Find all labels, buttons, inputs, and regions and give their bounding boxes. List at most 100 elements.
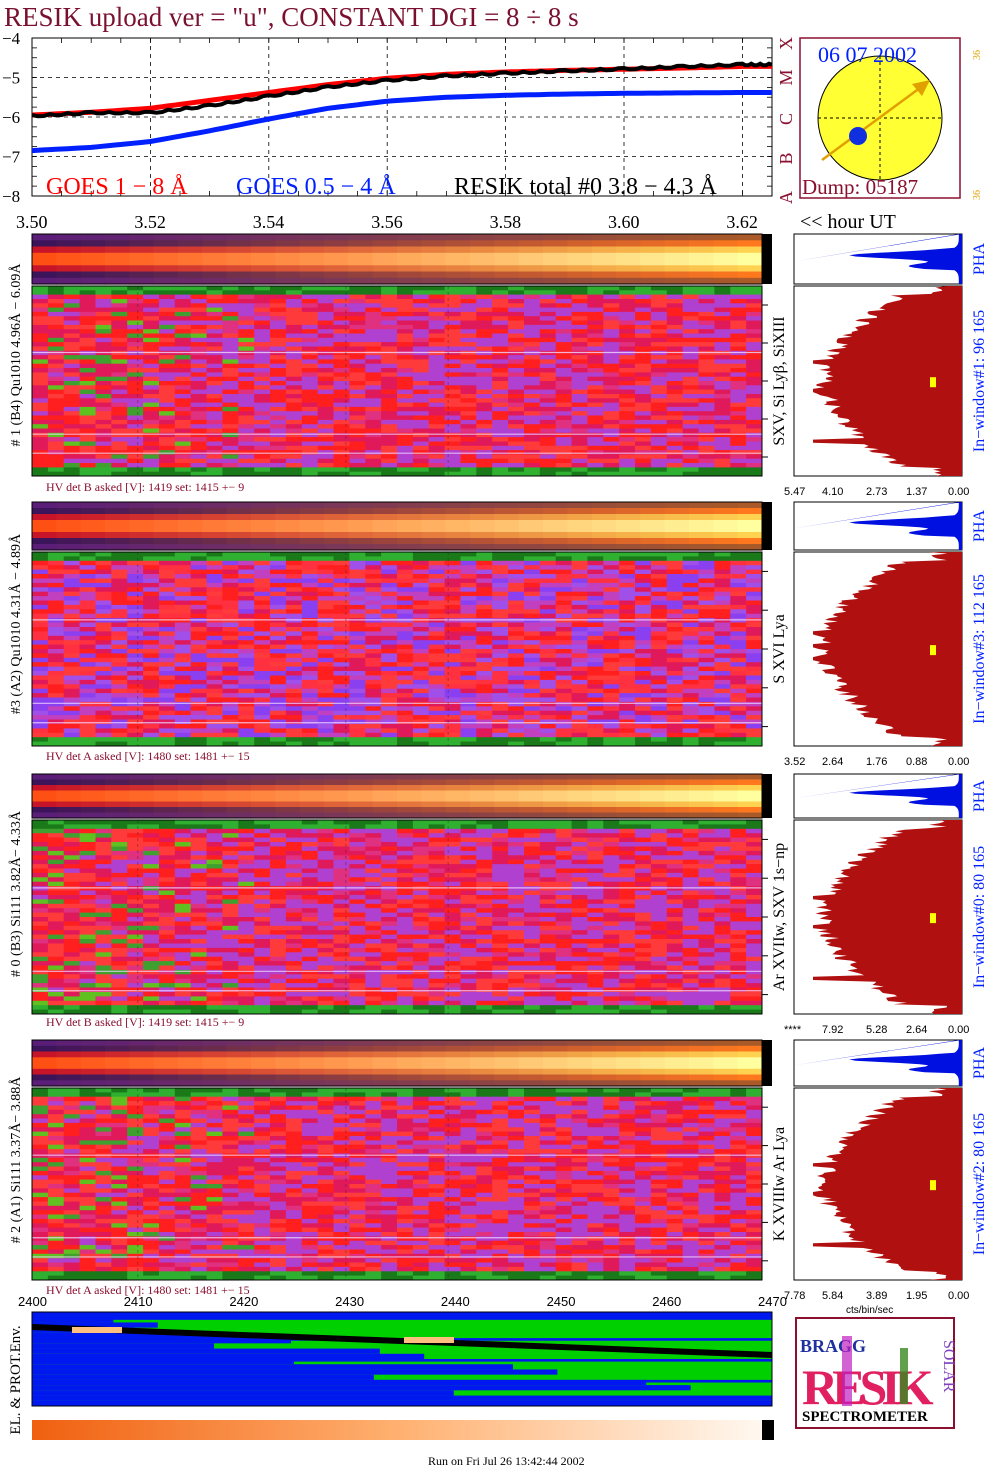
heatmap-cell	[714, 294, 731, 300]
strip-cell	[567, 265, 593, 273]
heatmap-cell	[127, 715, 144, 720]
heatmap-cell	[349, 649, 366, 654]
heatmap-cell	[635, 552, 652, 557]
heatmap-cell	[174, 622, 192, 628]
strip-cell	[470, 807, 495, 814]
heatmap-cell	[190, 649, 208, 654]
strip-cell	[153, 277, 179, 285]
strip-cell	[640, 265, 666, 273]
heatmap-cell	[381, 290, 398, 296]
heatmap-cell	[571, 342, 588, 347]
heatmap-cell	[397, 666, 414, 672]
heatmap-cell	[381, 715, 398, 720]
heatmap-cell	[571, 337, 588, 343]
heatmap-cell	[460, 432, 477, 438]
heatmap-cell	[539, 432, 557, 438]
heatmap-cell	[63, 701, 81, 707]
hv-status: HV det A asked [V]: 1480 set: 1481 +− 15	[46, 749, 250, 763]
heatmap-cell	[444, 450, 461, 455]
heatmap-cell	[47, 424, 65, 429]
heatmap-cell	[428, 458, 446, 464]
heatmap-cell	[206, 662, 223, 668]
heatmap-cell	[174, 596, 192, 601]
heatmap-cell	[47, 697, 65, 703]
heatmap-cell	[476, 741, 493, 747]
strip-cell	[445, 812, 471, 819]
heatmap-cell	[460, 688, 477, 694]
heatmap-cell	[444, 600, 461, 606]
heatmap-cell	[730, 363, 747, 369]
heatmap-cell	[682, 587, 700, 593]
heatmap-cell	[174, 320, 192, 326]
heatmap-cell	[555, 582, 573, 588]
heatmap-cell	[571, 385, 588, 391]
heatmap-cell	[476, 368, 493, 373]
heatmap-cell	[666, 324, 684, 330]
heatmap-cell	[111, 627, 128, 632]
heatmap-cell	[206, 437, 223, 442]
heatmap-cell	[666, 432, 684, 438]
heatmap-cell	[730, 560, 747, 566]
heatmap-cell	[524, 578, 541, 584]
strip-cell	[275, 259, 301, 266]
heatmap-cell	[698, 437, 715, 442]
heatmap-cell	[79, 376, 96, 382]
heatmap-cell	[238, 679, 255, 685]
heatmap-cell	[365, 342, 382, 347]
strip-cell	[202, 532, 228, 539]
heatmap-cell	[476, 286, 493, 291]
heatmap-cell	[190, 644, 208, 650]
heatmap-cell	[571, 560, 588, 566]
heatmap-cell	[746, 604, 763, 610]
heatmap-cell	[159, 398, 176, 404]
heatmap-cell	[79, 450, 96, 455]
heatmap-cell	[270, 732, 287, 738]
heatmap-cell	[285, 346, 303, 352]
heatmap-cell	[95, 728, 112, 734]
heatmap-cell	[682, 732, 700, 738]
heatmap-cell	[508, 604, 525, 610]
heatmap-cell	[666, 649, 684, 654]
heatmap-cell	[666, 569, 684, 575]
heatmap-cell	[222, 363, 239, 369]
heatmap-cell	[714, 649, 731, 654]
strip-cell	[348, 271, 374, 279]
heatmap-cell	[666, 662, 684, 668]
strip-cell	[421, 801, 447, 808]
heatmap-cell	[619, 432, 636, 438]
heatmap-cell	[571, 307, 588, 313]
heatmap-cell	[190, 600, 208, 606]
heatmap-cell	[143, 684, 160, 690]
strip-cell	[251, 526, 276, 533]
heatmap-cell	[555, 316, 573, 321]
heatmap-cell	[222, 424, 239, 429]
heatmap-cell	[333, 596, 350, 601]
heatmap-cell	[381, 644, 398, 650]
heatmap-cell	[444, 657, 461, 663]
heatmap-cell	[603, 627, 620, 632]
heatmap-cell	[381, 454, 398, 460]
strip-cell	[348, 234, 374, 241]
heatmap-cell	[174, 441, 192, 447]
strip-cell	[567, 246, 593, 254]
strip-cell	[664, 234, 690, 241]
heatmap-cell	[539, 350, 557, 356]
heatmap-cell	[428, 346, 446, 352]
heatmap-cell	[317, 402, 335, 408]
heatmap-cell	[63, 424, 81, 429]
heatmap-cell	[63, 609, 81, 615]
strip-cell	[567, 538, 593, 545]
detector-label: #3 (A2) Qu1010 4.31Å − 4.89Å	[8, 533, 24, 714]
heatmap-cell	[508, 710, 525, 716]
heatmap-cell	[349, 569, 366, 575]
strip-cell	[470, 801, 495, 808]
heatmap-cell	[492, 355, 509, 360]
heatmap-cell	[174, 445, 192, 451]
heatmap-cell	[159, 644, 176, 650]
heatmap-cell	[79, 618, 96, 623]
heatmap-cell	[254, 346, 271, 352]
heatmap-cell	[174, 402, 192, 408]
heatmap-cell	[79, 385, 96, 391]
heatmap-cell	[270, 355, 287, 360]
heatmap-cell	[238, 710, 255, 716]
